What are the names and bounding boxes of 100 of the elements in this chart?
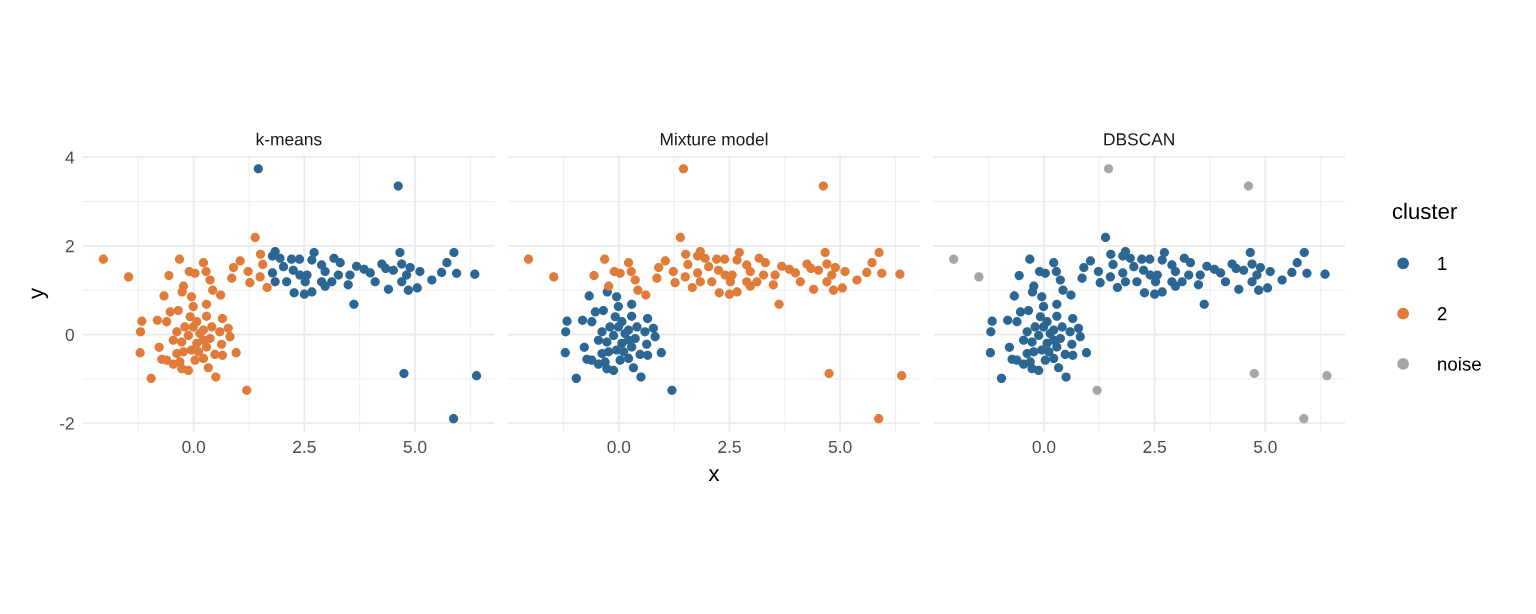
point xyxy=(1322,371,1332,381)
point xyxy=(974,272,984,282)
point xyxy=(286,254,297,264)
point xyxy=(610,312,620,322)
x-tick-label: 5.0 xyxy=(828,440,852,454)
point xyxy=(320,281,330,291)
point xyxy=(370,277,380,287)
x-tick-label: 5.0 xyxy=(403,440,427,454)
point xyxy=(630,333,640,344)
point xyxy=(335,258,345,268)
point xyxy=(650,332,660,342)
point xyxy=(593,335,604,345)
point xyxy=(642,313,653,324)
point xyxy=(395,247,405,258)
y-tick-label: -2 xyxy=(60,417,74,430)
point xyxy=(448,414,459,424)
x-tick-label: 5.0 xyxy=(1253,440,1277,454)
legend-title: cluster xyxy=(1392,202,1457,220)
point xyxy=(383,284,394,294)
point xyxy=(275,253,285,263)
point xyxy=(471,371,482,381)
point xyxy=(309,247,319,258)
point xyxy=(619,347,629,357)
point xyxy=(562,316,572,326)
point xyxy=(320,266,330,277)
point xyxy=(561,327,571,337)
x-axis-title: x xyxy=(708,469,720,481)
point xyxy=(388,265,398,275)
x-tick-label: 2.5 xyxy=(293,440,316,454)
x-tick-label: 2.5 xyxy=(718,440,741,454)
point xyxy=(270,277,280,287)
point xyxy=(577,315,588,325)
point xyxy=(333,270,344,280)
point xyxy=(600,357,610,367)
x-tick-label: 2.5 xyxy=(1143,440,1166,454)
point xyxy=(1243,181,1254,191)
point xyxy=(613,301,623,312)
point xyxy=(598,305,608,316)
point xyxy=(452,268,462,278)
point xyxy=(584,291,594,301)
point xyxy=(343,280,353,290)
point xyxy=(449,247,459,258)
point xyxy=(628,363,639,373)
point xyxy=(627,299,637,309)
x-tick-label: 0.0 xyxy=(607,440,631,454)
point xyxy=(267,268,278,278)
point xyxy=(627,342,637,352)
point xyxy=(307,287,317,297)
point xyxy=(1249,368,1259,379)
point xyxy=(656,348,666,358)
point xyxy=(427,275,437,285)
point xyxy=(597,348,607,359)
point xyxy=(632,322,642,332)
point xyxy=(442,258,452,268)
legend-label: noise xyxy=(1438,356,1481,371)
point xyxy=(590,307,600,317)
point xyxy=(470,269,480,279)
point xyxy=(345,270,355,280)
point xyxy=(365,268,375,278)
point xyxy=(289,288,299,298)
point xyxy=(436,267,447,278)
point xyxy=(1092,385,1102,395)
y-tick-label: 4 xyxy=(65,151,75,164)
point xyxy=(608,365,619,375)
point xyxy=(282,277,292,287)
point xyxy=(288,265,298,275)
point xyxy=(402,270,412,280)
point xyxy=(351,261,362,271)
point xyxy=(381,263,391,274)
chart-title: Mixture model xyxy=(660,132,768,146)
point xyxy=(412,283,422,293)
y-axis-title: y xyxy=(31,287,49,299)
legend-label: 1 xyxy=(1438,257,1447,270)
y-tick-label: 2 xyxy=(65,240,74,253)
point xyxy=(403,285,413,295)
point xyxy=(560,348,570,358)
point xyxy=(613,322,623,332)
chart-title: DBSCAN xyxy=(1104,133,1174,146)
point xyxy=(602,337,612,347)
point xyxy=(397,277,407,287)
point xyxy=(642,350,653,360)
x-tick-label: 0.0 xyxy=(182,440,206,454)
point xyxy=(597,327,607,337)
point xyxy=(327,277,337,287)
point xyxy=(642,339,652,349)
y-tick-label: 0 xyxy=(65,328,74,341)
point xyxy=(667,385,677,395)
point xyxy=(329,253,339,263)
point xyxy=(640,327,650,337)
chart-title: k-means xyxy=(256,132,322,146)
point xyxy=(1299,414,1309,424)
point xyxy=(587,317,597,327)
point xyxy=(571,373,581,383)
point xyxy=(579,342,589,352)
x-tick-label: 0.0 xyxy=(1032,440,1056,454)
point xyxy=(415,266,425,277)
point xyxy=(397,259,407,269)
point xyxy=(295,270,305,280)
point xyxy=(587,355,597,365)
point xyxy=(612,292,622,302)
